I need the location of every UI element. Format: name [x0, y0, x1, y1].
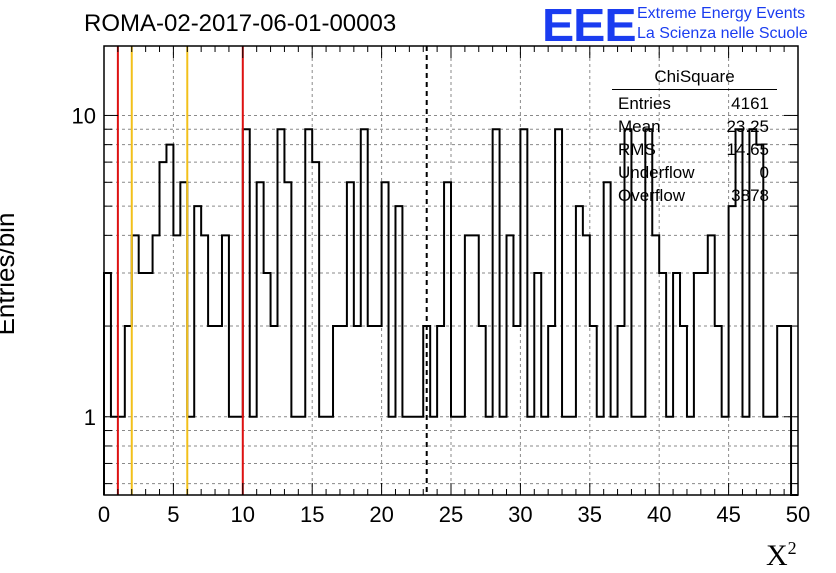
- x-tick-label: 30: [508, 502, 532, 527]
- stats-label: RMS: [618, 140, 656, 159]
- y-tick-label: 10: [72, 103, 96, 128]
- stats-label: Underflow: [618, 163, 695, 182]
- x-tick-label: 20: [369, 502, 393, 527]
- stats-row: Mean 23.25: [612, 115, 777, 138]
- stats-label: Mean: [618, 117, 661, 136]
- x-tick-label: 25: [439, 502, 463, 527]
- stats-value: 0: [759, 163, 769, 182]
- x-axis-label-superscript: 2: [787, 538, 797, 558]
- x-tick-label: 0: [98, 502, 110, 527]
- logo-caption-line1: Extreme Energy Events: [637, 5, 806, 22]
- stats-label: Entries: [618, 94, 671, 113]
- stats-label: Overflow: [618, 186, 686, 205]
- x-tick-label: 50: [786, 502, 810, 527]
- stats-value: 14.65: [726, 140, 769, 159]
- x-tick-label: 45: [716, 502, 740, 527]
- stats-row: RMS 14.65: [612, 138, 777, 161]
- x-tick-label: 35: [578, 502, 602, 527]
- x-tick-label: 5: [167, 502, 179, 527]
- chart-title: ROMA-02-2017-06-01-00003: [84, 10, 397, 37]
- stats-value: 3878: [731, 186, 769, 205]
- stats-value: 23.25: [726, 117, 769, 136]
- y-axis-label-text: Entries/bin: [0, 212, 20, 336]
- x-tick-label: 40: [647, 502, 671, 527]
- axes: 0 5 10 15 20 25 30 35 40 45 50 1 10: [72, 45, 810, 527]
- logo-caption-line2: La Scienza nelle Scuole: [637, 25, 808, 42]
- logo-caption: Extreme Energy Events La Scienza nelle S…: [637, 4, 808, 44]
- x-tick-label: 15: [300, 502, 324, 527]
- x-axis-label-text: X: [766, 539, 788, 572]
- histogram-outline: [103, 128, 798, 496]
- y-tick-label: 1: [84, 405, 96, 430]
- stats-title: ChiSquare: [612, 65, 777, 90]
- histogram: [103, 128, 798, 496]
- marker-lines: [116, 46, 428, 495]
- stats-row: Overflow 3878: [612, 184, 777, 207]
- eee-logo: EEE: [542, 0, 637, 51]
- x-axis-label: X2: [766, 538, 797, 573]
- stats-value: 4161: [731, 94, 769, 113]
- x-tick-label: 10: [231, 502, 255, 527]
- stats-row: Underflow 0: [612, 161, 777, 184]
- stats-box: ChiSquare Entries 4161 Mean 23.25 RMS 14.65…: [612, 65, 777, 207]
- stats-row: Entries 4161: [612, 92, 777, 115]
